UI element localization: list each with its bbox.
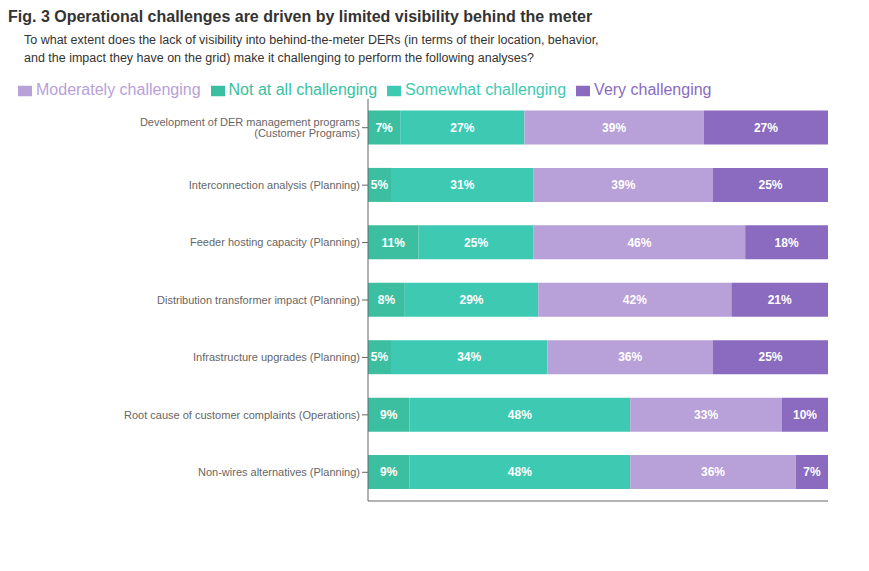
svg-text:21%: 21%	[768, 293, 792, 307]
svg-text:9%: 9%	[380, 408, 398, 422]
svg-text:7%: 7%	[803, 465, 821, 479]
svg-text:36%: 36%	[618, 350, 642, 364]
svg-text:25%: 25%	[758, 350, 782, 364]
svg-text:33%: 33%	[694, 408, 718, 422]
svg-text:Root cause of customer complai: Root cause of customer complaints (Opera…	[124, 409, 360, 421]
svg-text:Distribution transformer impac: Distribution transformer impact (Plannin…	[157, 294, 360, 306]
svg-text:5%: 5%	[371, 350, 389, 364]
svg-text:29%: 29%	[459, 293, 483, 307]
svg-text:9%: 9%	[380, 465, 398, 479]
svg-text:46%: 46%	[627, 236, 651, 250]
svg-text:Development of DER management: Development of DER management programs(C…	[140, 116, 361, 139]
svg-text:36%: 36%	[701, 465, 725, 479]
svg-text:25%: 25%	[758, 178, 782, 192]
svg-text:25%: 25%	[464, 236, 488, 250]
svg-text:5%: 5%	[371, 178, 389, 192]
svg-text:48%: 48%	[508, 408, 532, 422]
svg-text:18%: 18%	[775, 236, 799, 250]
svg-text:8%: 8%	[378, 293, 396, 307]
svg-text:Non-wires alternatives (Planni: Non-wires alternatives (Planning)	[198, 466, 360, 478]
svg-text:Feeder hosting capacity (Plann: Feeder hosting capacity (Planning)	[190, 236, 360, 248]
html-text:Somewhat challenging: Somewhat challenging	[405, 81, 567, 98]
svg-text:7%: 7%	[375, 121, 393, 135]
svg-text:34%: 34%	[457, 350, 481, 364]
html-text:To what extent does the lack o: To what extent does the lack of visibili…	[24, 33, 599, 65]
svg-text:31%: 31%	[450, 178, 474, 192]
html-text:Very challenging: Very challenging	[594, 81, 712, 98]
html-text:Fig. 3 Operational challenges: Fig. 3 Operational challenges are driven…	[8, 8, 593, 25]
svg-text:39%: 39%	[611, 178, 635, 192]
svg-text:42%: 42%	[623, 293, 647, 307]
html-text:Moderately challenging: Moderately challenging	[36, 81, 201, 98]
svg-text:10%: 10%	[793, 408, 817, 422]
svg-text:39%: 39%	[602, 121, 626, 135]
svg-text:27%: 27%	[754, 121, 778, 135]
svg-text:48%: 48%	[508, 465, 532, 479]
svg-text:11%: 11%	[382, 236, 406, 250]
svg-text:27%: 27%	[450, 121, 474, 135]
svg-text:Interconnection analysis (Plan: Interconnection analysis (Planning)	[189, 179, 360, 191]
svg-text:Infrastructure upgrades (Plann: Infrastructure upgrades (Planning)	[193, 351, 360, 363]
html-text:Not at all challenging: Not at all challenging	[228, 81, 378, 98]
